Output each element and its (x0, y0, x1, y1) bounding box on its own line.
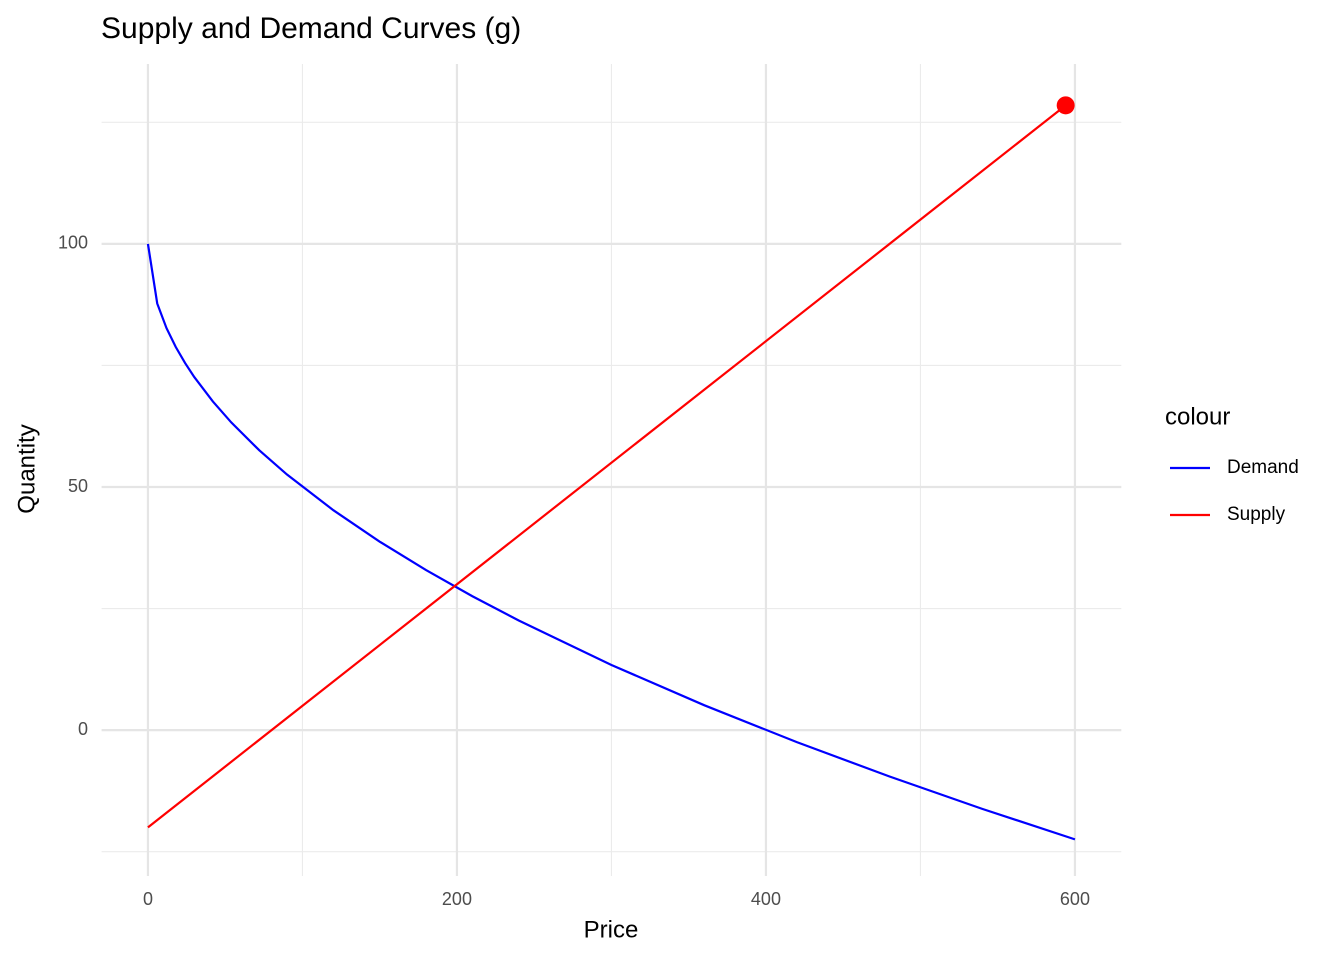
line (147, 104, 1067, 829)
legend-label: Supply (1227, 504, 1286, 525)
y-tick-label: 100 (58, 233, 88, 253)
x-tick-label: 400 (751, 889, 781, 909)
legend-label: Demand (1227, 457, 1299, 478)
x-tick-label: 600 (1060, 889, 1090, 909)
y-tick-label: 50 (68, 476, 88, 496)
y-tick-label: 0 (78, 719, 88, 739)
x-tick-label: 200 (442, 889, 472, 909)
y-axis-label: Quantity (13, 424, 40, 513)
x-tick-label: 0 (143, 889, 153, 909)
line (146, 243, 1076, 841)
legend-title: colour (1165, 403, 1230, 430)
chart-title: Supply and Demand Curves (g) (101, 12, 521, 45)
point (1056, 96, 1075, 115)
x-axis-label: Price (584, 916, 639, 943)
